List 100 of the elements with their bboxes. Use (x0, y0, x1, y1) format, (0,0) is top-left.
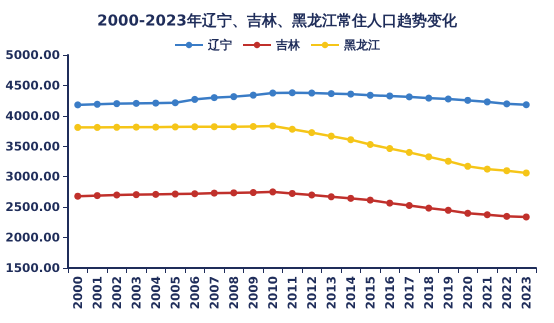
point (484, 98, 491, 106)
x-tick-label: 2015 (363, 276, 378, 310)
x-tick-label: 2006 (188, 276, 202, 310)
x-tick-label: 2023 (519, 276, 534, 310)
point (172, 190, 179, 198)
point (328, 193, 335, 200)
y-tick-label: 4500.00 (5, 78, 60, 92)
point (425, 153, 432, 160)
point (210, 123, 218, 130)
point (444, 206, 452, 214)
point (386, 92, 394, 100)
point (152, 124, 160, 131)
point (269, 122, 276, 130)
x-tick-label: 2012 (304, 276, 319, 310)
y-tick-label: 5000.00 (5, 48, 60, 62)
x-tick-label: 2020 (460, 276, 475, 310)
point (152, 100, 160, 107)
point (132, 124, 140, 131)
x-tick-label: 2018 (422, 276, 436, 310)
point (444, 158, 452, 165)
point (406, 93, 413, 100)
point (288, 126, 296, 133)
point (288, 190, 296, 197)
point (74, 124, 82, 131)
legend-label: 辽宁 (207, 38, 232, 52)
x-tick-label: 2003 (129, 276, 144, 310)
point (503, 167, 510, 174)
point (152, 190, 160, 198)
point (425, 94, 432, 102)
point (132, 191, 140, 198)
point (210, 94, 218, 102)
x-tick-label: 2013 (324, 276, 338, 310)
point (94, 192, 101, 200)
x-tick-label: 2011 (285, 276, 300, 310)
x-tick-label: 2004 (148, 276, 163, 310)
point (386, 145, 394, 152)
point (503, 212, 510, 220)
x-tick-label: 2000 (70, 276, 85, 310)
point (172, 99, 179, 106)
point (191, 123, 198, 130)
point (269, 90, 276, 97)
point (308, 191, 316, 198)
point (406, 148, 413, 156)
point (74, 101, 82, 108)
point (230, 189, 238, 196)
point (464, 96, 472, 104)
point (522, 169, 530, 176)
x-tick-label: 2021 (480, 276, 494, 310)
point (288, 89, 296, 96)
point (250, 92, 257, 99)
point (522, 101, 530, 108)
point (347, 90, 354, 98)
x-tick-label: 2008 (226, 276, 241, 310)
x-tick-label: 2010 (266, 276, 280, 310)
y-tick-label: 2000.00 (5, 230, 60, 245)
x-tick-label: 2005 (168, 276, 182, 310)
y-tick-label: 4000.00 (5, 108, 60, 123)
point (328, 90, 335, 98)
point (308, 129, 316, 136)
x-tick-label: 2016 (382, 276, 397, 310)
point (464, 162, 472, 170)
point (250, 189, 257, 196)
point (132, 100, 140, 107)
point (522, 213, 530, 220)
x-tick-label: 2002 (110, 276, 124, 310)
point (464, 210, 472, 217)
point (366, 92, 374, 99)
x-tick-label: 2009 (246, 276, 260, 310)
point (191, 190, 198, 198)
point (503, 100, 510, 108)
point (406, 202, 413, 209)
point (230, 123, 238, 130)
point (230, 93, 238, 100)
x-tick-label: 2001 (90, 276, 104, 310)
x-tick-label: 2014 (344, 276, 358, 310)
point (113, 191, 120, 198)
y-tick-label: 1500.00 (5, 261, 60, 275)
point (74, 192, 82, 200)
point (308, 90, 316, 97)
point (269, 188, 276, 196)
point (250, 123, 257, 130)
point (484, 211, 491, 218)
x-tick-label: 2007 (207, 276, 222, 310)
point (386, 200, 394, 207)
point (366, 196, 374, 204)
point (113, 124, 120, 131)
point (484, 166, 491, 173)
chart-title: 2000-2023年辽宁、吉林、黑龙江常住人口趋势变化 (97, 12, 458, 30)
legend-label: 黑龙江 (343, 38, 380, 52)
point (172, 123, 179, 130)
point (347, 136, 354, 144)
point (191, 96, 198, 103)
point (94, 124, 101, 131)
point (347, 194, 354, 202)
point (328, 132, 335, 140)
point (366, 141, 374, 148)
x-tick-label: 2017 (402, 276, 416, 310)
y-tick-label: 3000.00 (5, 170, 60, 184)
point (210, 190, 218, 197)
legend-label: 吉林 (275, 38, 301, 52)
